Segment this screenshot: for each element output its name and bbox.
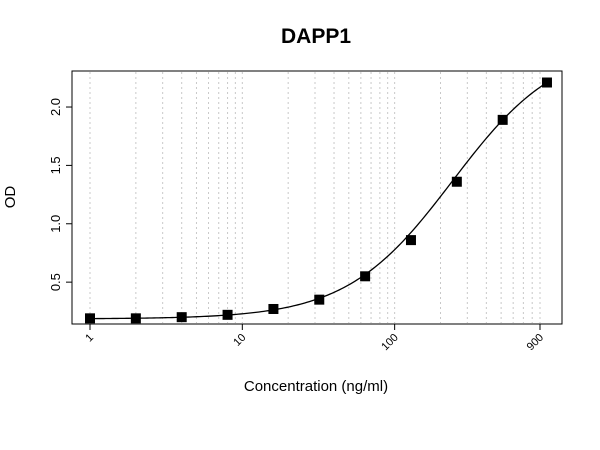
y-tick-label: 1.5 bbox=[48, 156, 63, 174]
data-point bbox=[130, 313, 141, 324]
data-point bbox=[314, 294, 325, 305]
data-point bbox=[176, 312, 187, 323]
plot-frame bbox=[71, 70, 563, 325]
data-points bbox=[85, 77, 552, 324]
x-axis-label: Concentration (ng/ml) bbox=[244, 378, 388, 395]
data-point bbox=[451, 176, 462, 187]
y-axis: 0.5 1.0 1.5 2.0 bbox=[48, 98, 72, 291]
fit-curve-line bbox=[89, 81, 548, 320]
data-point bbox=[405, 235, 416, 246]
data-point bbox=[85, 313, 95, 324]
x-axis: 1 10 100 900 bbox=[83, 324, 546, 353]
y-tick-label: 0.5 bbox=[48, 273, 63, 291]
data-point bbox=[360, 271, 371, 282]
fit-curve bbox=[89, 81, 548, 320]
data-point bbox=[541, 77, 552, 88]
x-tick-label: 900 bbox=[525, 332, 546, 353]
data-point bbox=[497, 114, 508, 125]
grid-lines bbox=[89, 72, 541, 323]
y-tick-label: 1.0 bbox=[48, 215, 63, 233]
y-tick-label: 2.0 bbox=[48, 98, 63, 116]
chart-title: DAPP1 bbox=[281, 25, 351, 48]
x-tick-label: 10 bbox=[231, 332, 248, 349]
y-axis-label: OD bbox=[2, 186, 19, 209]
x-tick-label: 100 bbox=[379, 332, 400, 353]
x-tick-label: 1 bbox=[83, 332, 96, 345]
data-point bbox=[268, 303, 279, 314]
data-point bbox=[222, 309, 233, 320]
